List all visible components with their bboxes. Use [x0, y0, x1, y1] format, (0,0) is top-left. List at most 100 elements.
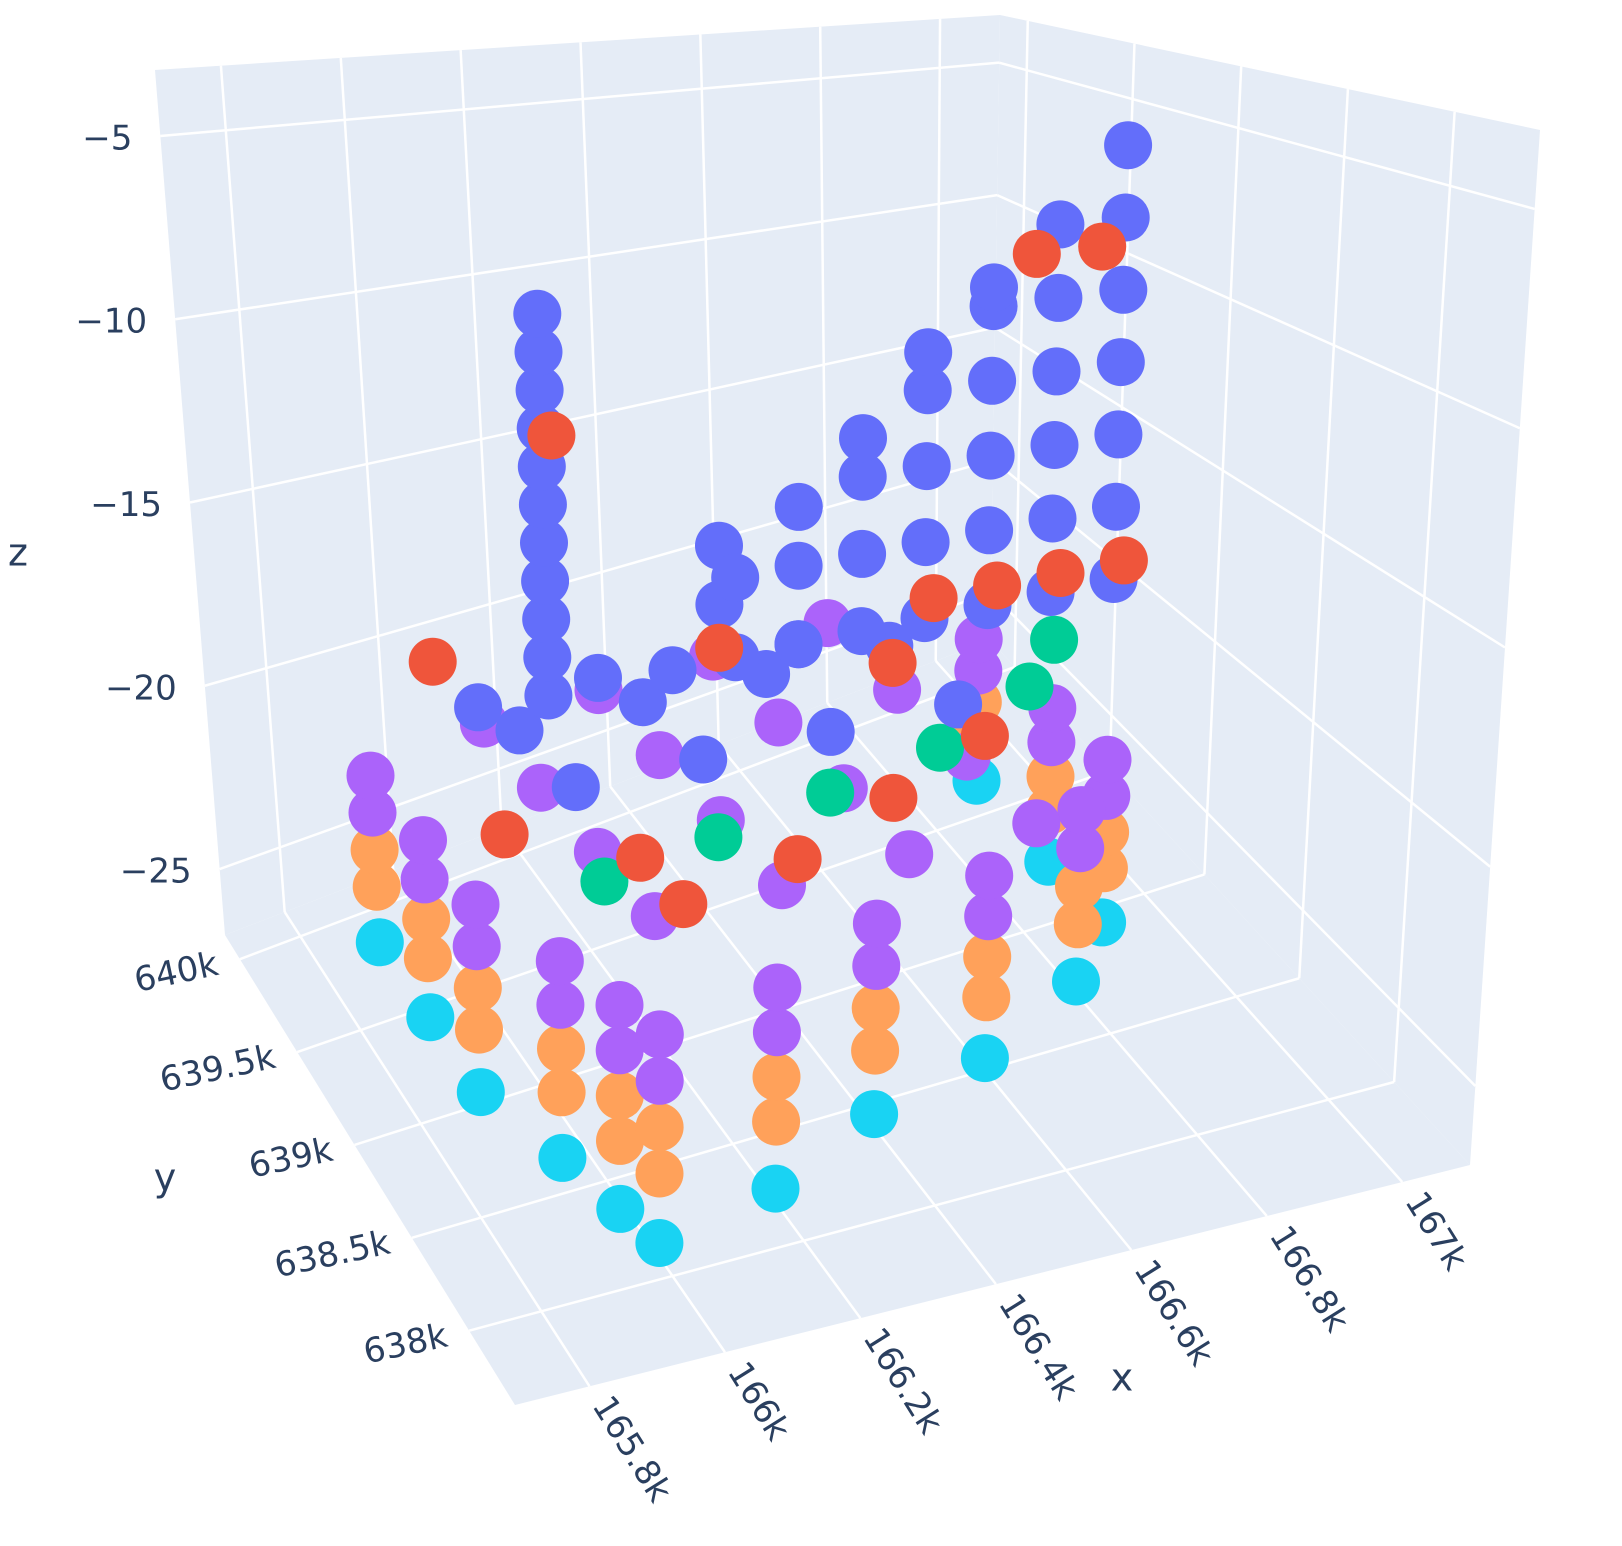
x-grid-floor [934, 660, 1404, 1183]
point [1030, 615, 1079, 664]
point [455, 1005, 503, 1054]
point [635, 1056, 684, 1105]
point [350, 825, 399, 874]
point [516, 763, 565, 812]
point [1104, 121, 1153, 170]
point [909, 574, 958, 623]
y-grid-floor [468, 1080, 1395, 1332]
z-axis-title: z [8, 531, 28, 575]
point [1056, 824, 1105, 873]
point [452, 922, 501, 971]
z-grid-side [992, 458, 1491, 868]
point [902, 442, 951, 491]
point [904, 328, 953, 377]
point [451, 880, 500, 929]
point [1030, 421, 1079, 469]
point [1078, 222, 1127, 271]
floor [225, 640, 1470, 1405]
y-axis-title: y [154, 1156, 177, 1200]
point [752, 1052, 801, 1101]
point [806, 707, 855, 756]
point [1028, 494, 1077, 543]
point [595, 981, 644, 1029]
point [536, 980, 585, 1029]
point [1099, 265, 1148, 314]
y-tick-label: 639k [245, 1130, 336, 1187]
point [806, 768, 855, 817]
point [1052, 957, 1100, 1006]
point [973, 561, 1022, 610]
point [1034, 273, 1083, 322]
point [1083, 735, 1132, 784]
point [965, 851, 1014, 900]
x-grid-floor [609, 785, 997, 1285]
point [648, 646, 697, 695]
point [635, 731, 684, 780]
point [1092, 482, 1140, 531]
point [965, 506, 1014, 555]
point [513, 289, 562, 338]
point [960, 1034, 1009, 1083]
point [694, 813, 743, 862]
point [851, 1026, 900, 1075]
x-tick-label: 166.6k [1126, 1253, 1222, 1374]
point [751, 1164, 800, 1213]
x-tick-label: 165.8k [584, 1389, 680, 1510]
point [903, 366, 952, 415]
point [574, 653, 622, 702]
y-tick-label: 640k [131, 944, 222, 1001]
point [851, 984, 900, 1033]
point [514, 327, 563, 376]
point [1012, 229, 1061, 278]
y-tick-label: 638.5k [271, 1223, 394, 1287]
point [916, 723, 964, 772]
point [1012, 799, 1061, 848]
point [596, 1184, 645, 1233]
point [635, 1219, 684, 1267]
point [695, 623, 744, 672]
point [752, 1008, 801, 1057]
point [1057, 786, 1106, 835]
point [774, 482, 823, 531]
point [399, 816, 447, 865]
point [551, 763, 600, 812]
point [885, 830, 934, 879]
z-tick-label: −20 [105, 668, 177, 708]
point [869, 773, 918, 822]
point [963, 932, 1012, 981]
point [537, 1068, 586, 1117]
point [868, 638, 917, 687]
z-tick-label: −10 [75, 302, 147, 342]
point [1026, 752, 1075, 801]
y-tick-label: 639.5k [156, 1037, 279, 1101]
point [1096, 338, 1145, 387]
point [1094, 410, 1143, 459]
point [1005, 662, 1054, 711]
point [616, 833, 665, 882]
point [1027, 718, 1076, 767]
point [774, 620, 823, 669]
z-grid-side [989, 591, 1477, 1087]
point [837, 607, 886, 656]
point [518, 480, 567, 529]
point [901, 518, 950, 567]
z-grid-back [160, 61, 1000, 138]
point [774, 541, 823, 590]
z-tick-label: −25 [120, 852, 192, 892]
point [1053, 900, 1102, 949]
z-tick-label: −15 [90, 485, 162, 525]
point [1099, 536, 1148, 585]
point [348, 788, 397, 837]
z-tick-label: −5 [82, 118, 132, 158]
point [711, 553, 760, 602]
point [852, 941, 901, 990]
points [346, 121, 1153, 1267]
z-grid-back [189, 326, 996, 504]
point [515, 366, 564, 415]
point [495, 706, 544, 755]
x-tick-label: 166.2k [855, 1321, 951, 1442]
point [754, 698, 803, 747]
point [535, 937, 584, 986]
point [852, 899, 901, 948]
